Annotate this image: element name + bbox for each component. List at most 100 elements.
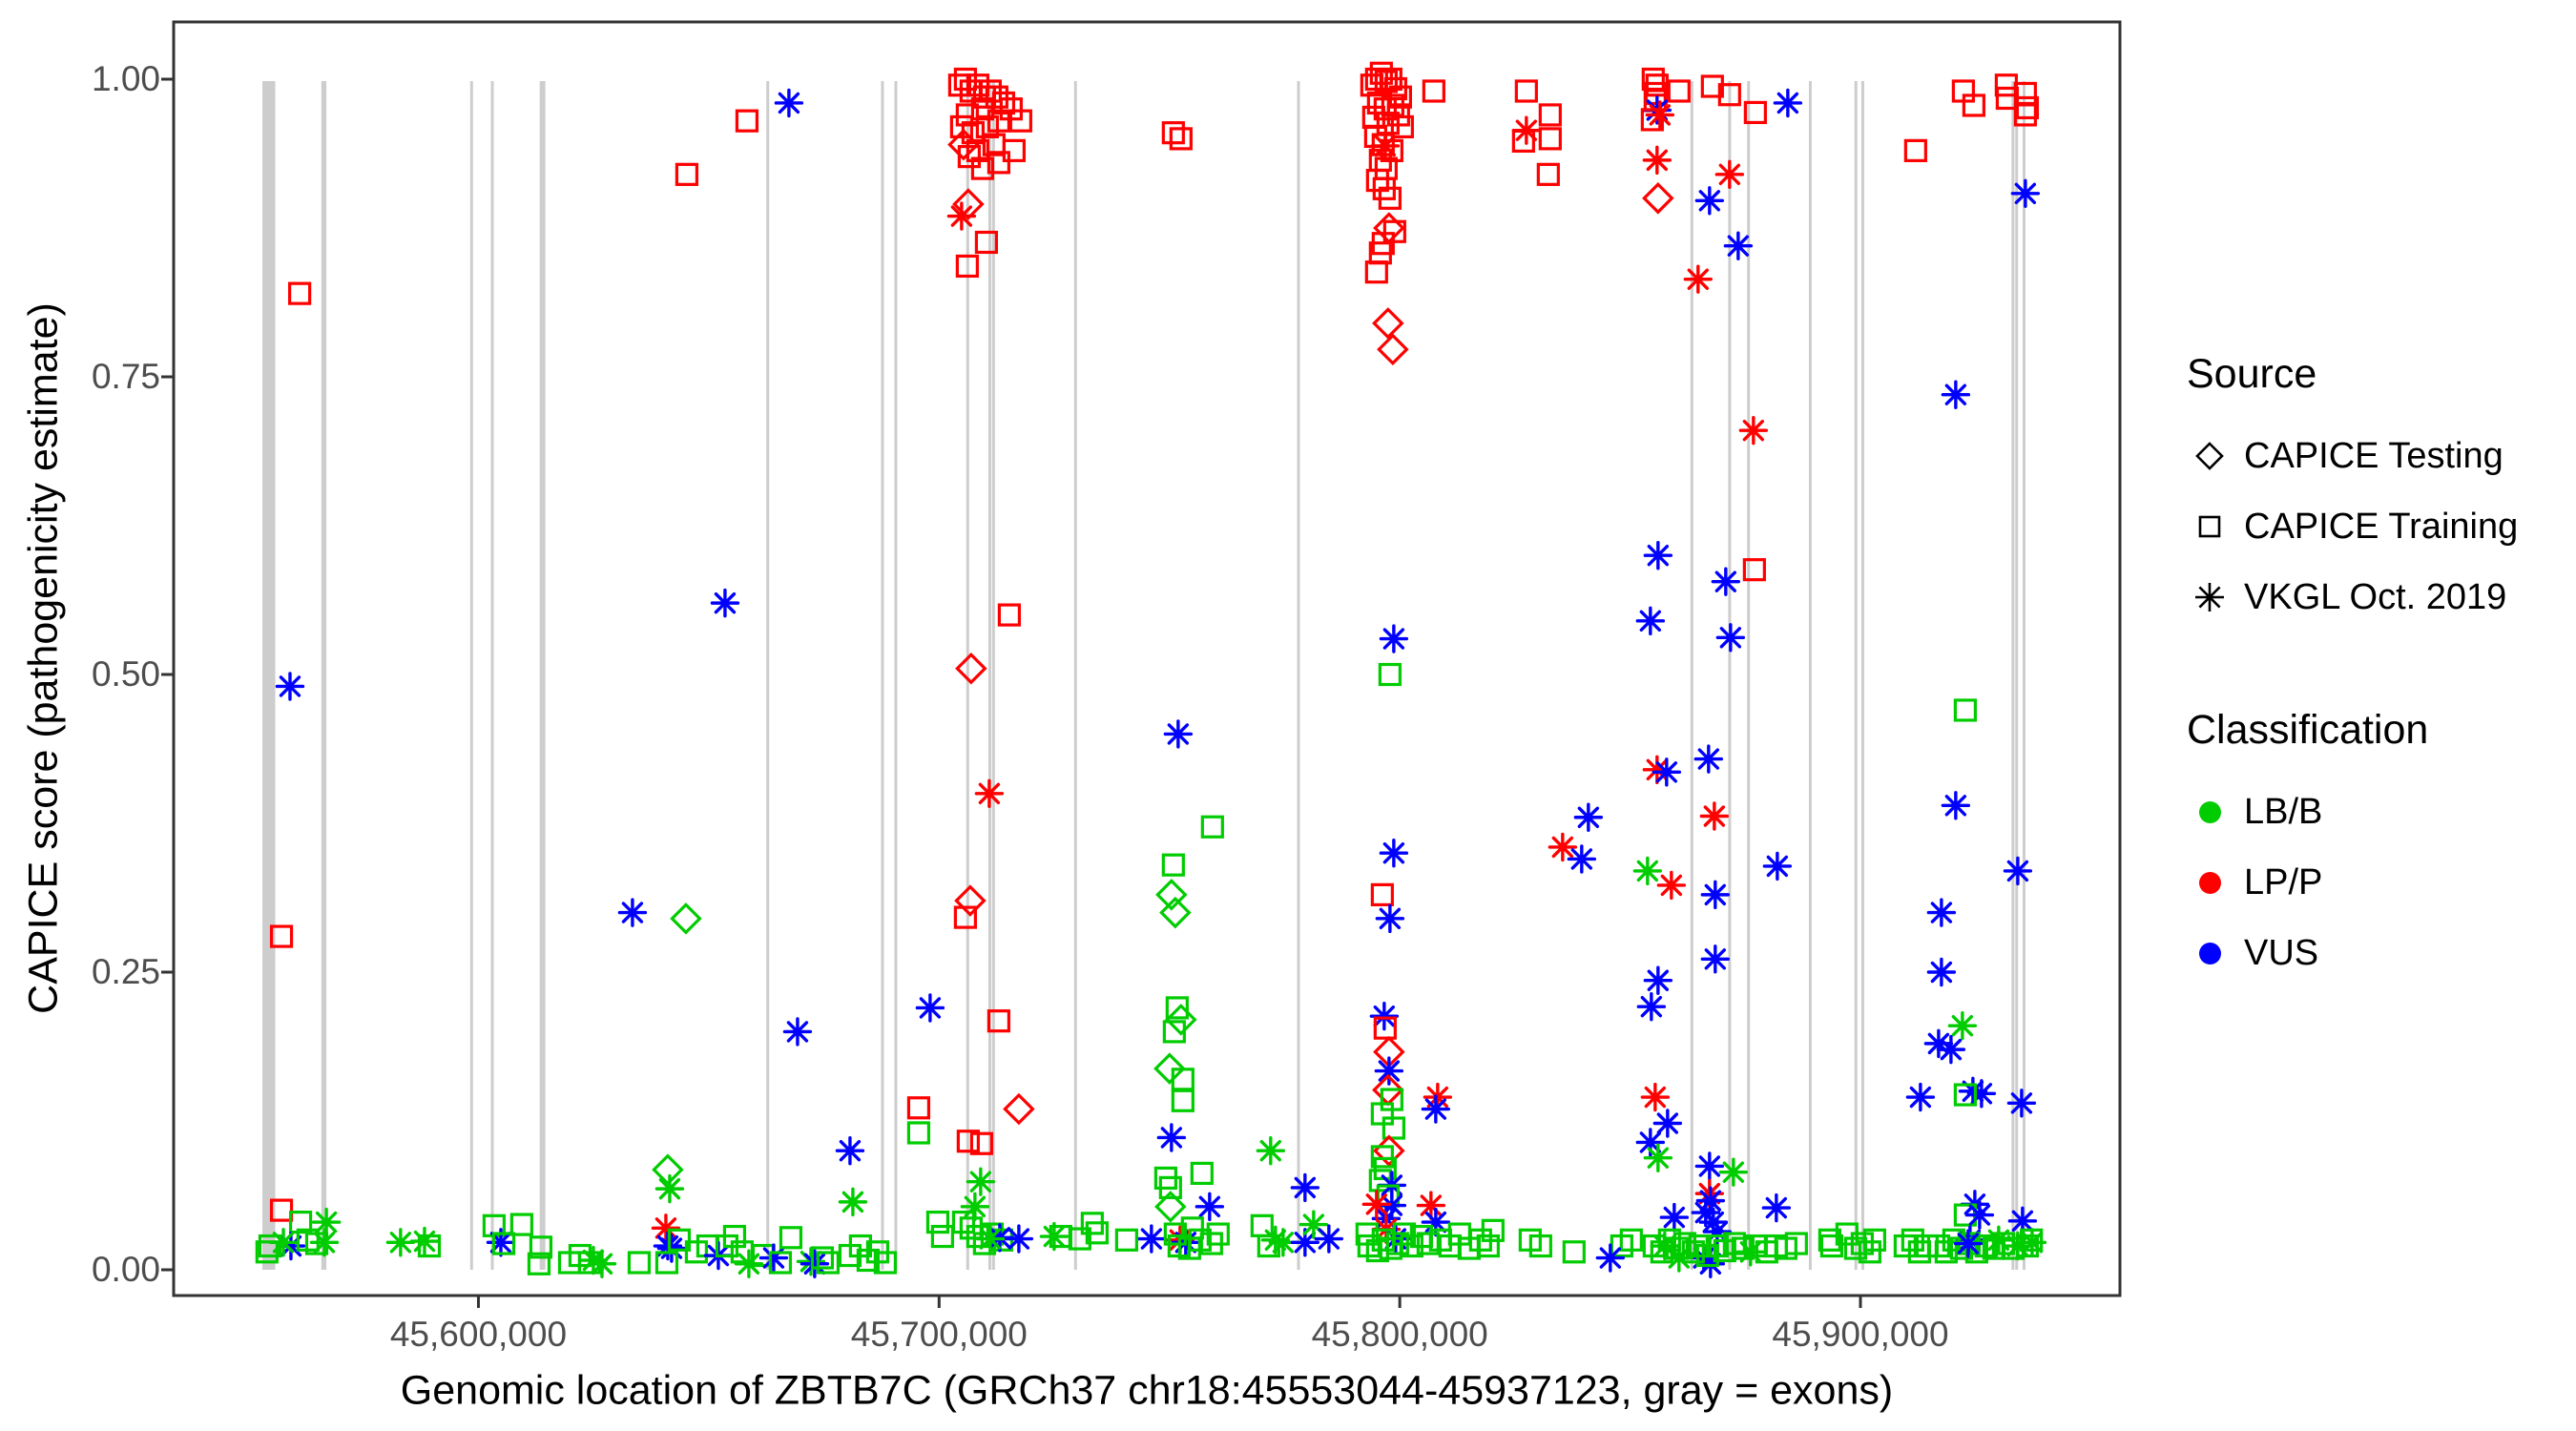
legend-item-capice-training: CAPICE Training	[2187, 491, 2568, 562]
data-point	[1761, 1192, 1792, 1223]
data-point	[2013, 103, 2037, 127]
data-point	[1650, 1231, 1680, 1261]
data-point	[906, 1096, 931, 1120]
data-point	[1700, 74, 1724, 98]
data-point	[1163, 1222, 1187, 1246]
data-point	[491, 1232, 516, 1255]
data-point	[1200, 815, 1224, 839]
data-point	[486, 1228, 516, 1257]
data-point	[930, 1224, 954, 1249]
data-point	[1004, 1224, 1034, 1254]
data-point	[997, 603, 1021, 627]
exon-bar	[766, 81, 770, 1270]
data-point	[1738, 415, 1769, 446]
data-point	[1953, 698, 1978, 722]
data-point	[275, 672, 305, 701]
data-point	[970, 97, 994, 121]
data-point	[915, 993, 945, 1023]
data-point	[654, 1173, 685, 1204]
data-point	[1373, 1134, 1405, 1167]
data-point	[987, 151, 1010, 175]
data-point	[1695, 1249, 1726, 1278]
legend: Source CAPICE Testing CAPICE Training	[2187, 351, 2568, 988]
data-point	[966, 73, 989, 97]
capice-training-square-icon	[2187, 504, 2233, 550]
data-point	[1136, 1224, 1167, 1254]
data-point	[1858, 1240, 1881, 1264]
x-tick-label: 45,900,000	[1772, 1315, 1949, 1354]
data-point	[1643, 541, 1673, 570]
data-point	[985, 85, 1008, 109]
data-point	[1642, 755, 1672, 785]
data-point	[1378, 662, 1402, 687]
data-point	[1381, 1116, 1405, 1140]
data-point	[667, 1228, 692, 1252]
data-point	[1370, 131, 1401, 161]
data-point	[1953, 1083, 1978, 1107]
data-point	[1903, 138, 1927, 162]
exon-bar	[1860, 81, 1864, 1270]
data-point	[627, 1251, 652, 1275]
data-point	[1378, 186, 1402, 210]
exon-bar	[490, 81, 494, 1270]
data-point	[987, 109, 1010, 133]
data-point	[1934, 1240, 1958, 1264]
data-point	[1784, 1232, 1808, 1255]
exon-bar	[1808, 81, 1812, 1270]
data-point	[1370, 882, 1394, 906]
data-point	[975, 1224, 1006, 1254]
y-tick-label: 0.25	[91, 952, 160, 991]
x-tick-label: 45,600,000	[389, 1315, 568, 1354]
legend-item-lbb: LB/B	[2187, 777, 2568, 847]
data-point	[1369, 1001, 1400, 1031]
data-point	[816, 1251, 840, 1275]
exon-bar	[2015, 81, 2019, 1270]
data-point	[1165, 1004, 1197, 1036]
data-point	[2015, 95, 2039, 120]
data-point	[1377, 1191, 1407, 1220]
data-point	[269, 1198, 294, 1222]
exon-bar	[991, 81, 995, 1270]
data-point	[1171, 1068, 1195, 1091]
data-point	[1705, 1234, 1729, 1258]
data-point	[1926, 898, 1957, 927]
data-point	[1962, 93, 1985, 117]
data-point	[954, 884, 987, 917]
data-point	[1514, 79, 1538, 103]
data-point	[1941, 791, 1971, 820]
data-point	[587, 1249, 617, 1278]
data-point	[1974, 1234, 1998, 1258]
exon-bar	[1690, 81, 1693, 1270]
data-point	[959, 1216, 983, 1240]
data-point	[953, 67, 977, 92]
data-point	[1640, 108, 1664, 132]
data-point	[953, 905, 977, 929]
data-point	[1742, 558, 1766, 582]
data-point	[1643, 1143, 1673, 1172]
data-point	[1388, 85, 1412, 109]
data-point	[1153, 1052, 1186, 1085]
x-tick-label: 45,700,000	[850, 1315, 1028, 1354]
data-point	[848, 1234, 872, 1258]
exon-bar	[1073, 81, 1077, 1270]
data-point	[951, 1210, 975, 1234]
legend-item-capice-testing: CAPICE Testing	[2187, 421, 2568, 491]
data-point	[1476, 1234, 1500, 1258]
data-point	[1693, 744, 1724, 774]
data-point	[1735, 1237, 1766, 1267]
data-point	[956, 1130, 980, 1153]
data-point	[1268, 1228, 1298, 1257]
data-point	[1715, 623, 1746, 653]
data-point	[1416, 1191, 1446, 1220]
exon-bar	[261, 81, 276, 1270]
data-point	[1819, 1234, 1843, 1258]
legend-label-capice-training: CAPICE Training	[2244, 506, 2519, 547]
data-point	[835, 1136, 865, 1166]
data-point	[1619, 1228, 1643, 1252]
data-point	[1632, 856, 1663, 886]
exon-bar	[542, 81, 546, 1270]
data-point	[1699, 801, 1730, 831]
data-point	[1379, 839, 1409, 868]
